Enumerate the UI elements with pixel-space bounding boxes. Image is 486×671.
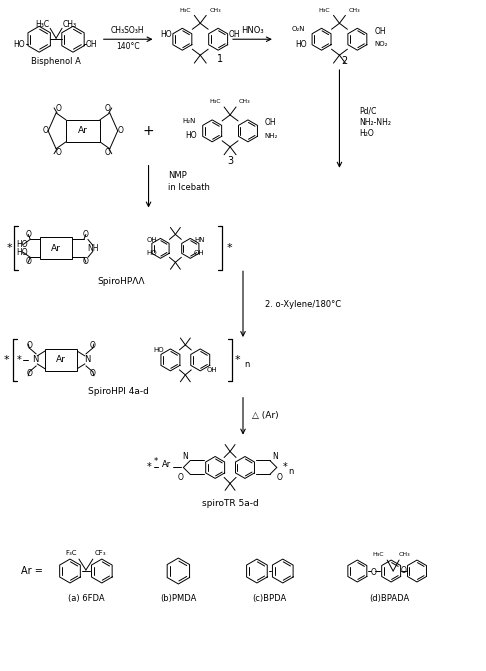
Text: Ar: Ar: [51, 244, 61, 253]
Text: N: N: [182, 452, 188, 461]
Text: O: O: [400, 566, 406, 574]
Text: CH₃: CH₃: [239, 99, 251, 105]
Text: O: O: [25, 257, 31, 266]
Text: OH: OH: [194, 250, 205, 256]
Text: OH: OH: [146, 238, 157, 244]
Text: CH₃: CH₃: [209, 8, 221, 13]
Text: SpiroHPΛΛ: SpiroHPΛΛ: [97, 276, 144, 286]
Text: O: O: [83, 257, 89, 266]
Text: H₃C: H₃C: [180, 8, 191, 13]
Text: NO₂: NO₂: [374, 41, 388, 47]
Text: CH₃: CH₃: [399, 552, 411, 556]
Text: O: O: [105, 148, 111, 157]
Text: HO: HO: [161, 30, 172, 39]
Text: *: *: [147, 462, 152, 472]
Text: 2. o-Xylene/180°C: 2. o-Xylene/180°C: [265, 300, 341, 309]
Text: n: n: [244, 360, 249, 369]
Text: O: O: [55, 148, 61, 157]
Text: CH₃: CH₃: [63, 19, 77, 29]
Text: HO: HO: [146, 250, 157, 256]
Text: 3: 3: [227, 156, 233, 166]
Bar: [40, 238, 72, 259]
Text: (a) 6FDA: (a) 6FDA: [68, 595, 104, 603]
Text: SpiroHPI 4a-d: SpiroHPI 4a-d: [88, 387, 149, 397]
Text: N: N: [84, 356, 90, 364]
Text: N: N: [272, 452, 278, 461]
Text: *: *: [3, 355, 9, 365]
Text: CH₃SO₃H: CH₃SO₃H: [111, 25, 144, 35]
Text: HO: HO: [153, 347, 164, 353]
Text: OH: OH: [265, 118, 277, 127]
Text: HO: HO: [14, 40, 25, 49]
Text: H₂N: H₂N: [182, 118, 195, 124]
Text: O: O: [83, 230, 89, 239]
Text: H₂O: H₂O: [359, 130, 374, 138]
Text: Ar: Ar: [56, 356, 66, 364]
Text: △ (Ar): △ (Ar): [252, 411, 278, 420]
Bar: [66, 120, 100, 142]
Text: O: O: [177, 473, 183, 482]
Text: +: +: [143, 124, 155, 138]
Text: (d)BPADA: (d)BPADA: [369, 595, 409, 603]
Text: Ar =: Ar =: [21, 566, 43, 576]
Text: HO: HO: [295, 40, 307, 49]
Text: OH: OH: [207, 367, 218, 373]
Text: 140°C: 140°C: [116, 42, 139, 51]
Text: *: *: [234, 355, 240, 365]
Text: Bisphenol A: Bisphenol A: [31, 56, 81, 66]
Text: O₂N: O₂N: [291, 26, 305, 32]
Text: CH₃: CH₃: [348, 8, 360, 13]
Text: Ar: Ar: [78, 126, 88, 136]
Text: Pd/C: Pd/C: [359, 107, 377, 115]
Text: (b)PMDA: (b)PMDA: [160, 595, 196, 603]
Text: *: *: [17, 355, 22, 365]
Text: O: O: [26, 369, 32, 378]
Text: H₃C: H₃C: [319, 8, 330, 13]
Text: NMP: NMP: [169, 171, 187, 180]
Text: H₃C: H₃C: [35, 19, 49, 29]
Text: O: O: [118, 126, 123, 136]
Text: HN: HN: [194, 238, 205, 244]
Text: Ar: Ar: [162, 460, 171, 469]
Text: O: O: [277, 473, 283, 482]
Text: H₃C: H₃C: [373, 552, 384, 556]
Text: H₃C: H₃C: [209, 99, 221, 105]
Text: OH: OH: [86, 40, 98, 49]
Text: OH: OH: [374, 27, 386, 36]
Text: HO: HO: [186, 132, 197, 140]
Text: NH₂-NH₂: NH₂-NH₂: [359, 118, 391, 127]
Text: (c)BPDA: (c)BPDA: [253, 595, 287, 603]
Text: NH: NH: [87, 244, 99, 253]
Text: O: O: [55, 105, 61, 113]
Text: O: O: [90, 342, 96, 350]
Text: O: O: [90, 369, 96, 378]
Text: *: *: [226, 244, 232, 254]
Text: O: O: [26, 342, 32, 350]
Text: in Icebath: in Icebath: [169, 183, 210, 192]
Text: O: O: [105, 105, 111, 113]
Text: HO: HO: [17, 240, 28, 249]
Text: HO: HO: [17, 248, 28, 257]
Text: spiroTR 5a-d: spiroTR 5a-d: [202, 499, 259, 508]
Text: F₃C: F₃C: [66, 550, 77, 556]
Text: *: *: [154, 457, 157, 466]
Text: O: O: [370, 568, 376, 576]
Text: 1: 1: [217, 54, 223, 64]
Text: N: N: [32, 356, 38, 364]
Text: *: *: [282, 462, 287, 472]
Text: *: *: [6, 244, 12, 254]
Text: NH₂: NH₂: [265, 133, 278, 139]
Text: 2: 2: [341, 56, 347, 66]
Text: O: O: [42, 126, 48, 136]
Text: HNO₃: HNO₃: [241, 25, 263, 35]
Text: CF₃: CF₃: [95, 550, 106, 556]
Text: OH: OH: [228, 30, 240, 39]
Bar: [45, 349, 77, 371]
Text: O: O: [25, 230, 31, 239]
Text: n: n: [288, 467, 294, 476]
